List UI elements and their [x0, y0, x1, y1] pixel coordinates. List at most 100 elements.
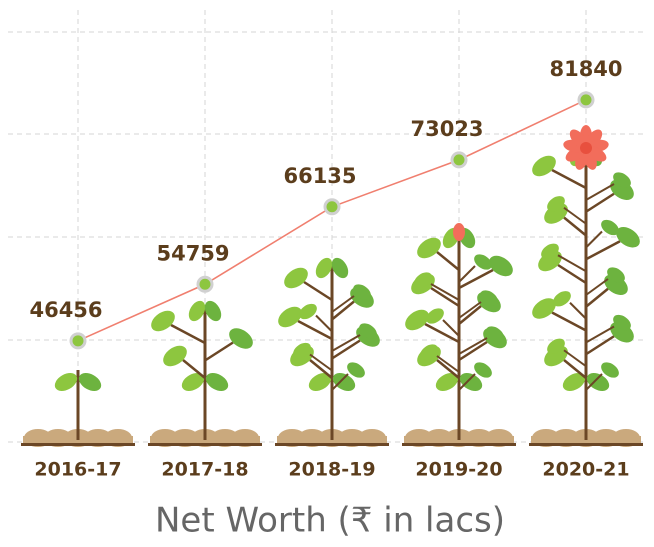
branch — [430, 283, 460, 301]
series: 46456 2016-17 54759 2017-18 66135 2018-19 7302… — [29, 57, 629, 481]
branch — [170, 323, 206, 345]
leaf — [163, 345, 187, 367]
branch — [563, 359, 587, 379]
branch — [557, 254, 587, 273]
ground-line — [402, 443, 516, 446]
x-tick-label: 2016-17 — [34, 459, 121, 481]
chart-title: Net Worth (₹ in lacs) — [155, 501, 505, 541]
leaf — [420, 344, 438, 360]
leaf — [459, 372, 483, 392]
leaf — [547, 196, 565, 212]
leaf — [151, 310, 175, 332]
branch — [458, 305, 482, 325]
branch — [331, 300, 355, 321]
branch — [551, 168, 587, 190]
leaf — [616, 227, 640, 248]
flower-center — [580, 142, 592, 154]
x-tick-label: 2020-21 — [542, 459, 629, 481]
branch — [585, 183, 615, 201]
branch — [563, 349, 587, 368]
branch — [303, 280, 333, 302]
branch — [331, 339, 361, 360]
leaf — [553, 291, 571, 307]
leaf — [417, 237, 441, 259]
branch — [458, 337, 488, 355]
x-tick-label: 2019-20 — [415, 459, 502, 481]
x-tick-label: 2018-19 — [288, 459, 375, 481]
leaf — [474, 362, 492, 378]
value-label: 81840 — [549, 57, 622, 81]
branch — [551, 311, 587, 332]
leaf — [284, 267, 308, 289]
branch — [309, 359, 333, 379]
ground-line — [21, 443, 135, 446]
branch — [585, 278, 609, 296]
leaf — [414, 272, 432, 288]
value-label: 73023 — [410, 117, 483, 141]
leaf — [331, 257, 349, 279]
value-label: 54759 — [156, 241, 229, 265]
leaf — [474, 254, 492, 270]
x-tick-label: 2017-18 — [161, 459, 248, 481]
branch — [458, 301, 482, 319]
branch — [297, 319, 333, 341]
leaf — [426, 308, 444, 324]
point — [323, 198, 341, 216]
point — [450, 151, 468, 169]
branch — [331, 334, 361, 352]
branch — [331, 295, 355, 313]
leaf — [54, 372, 78, 392]
branch — [436, 359, 460, 379]
leaf — [541, 243, 559, 259]
leaf — [278, 306, 302, 328]
leaf — [405, 309, 429, 331]
leaf — [332, 372, 356, 392]
branch — [585, 335, 615, 356]
leaf — [601, 362, 619, 378]
leaf — [204, 300, 222, 322]
leaf — [347, 362, 365, 378]
point — [69, 332, 87, 350]
point — [577, 91, 595, 109]
branch — [309, 353, 333, 372]
leaf — [532, 298, 556, 319]
value-label: 66135 — [283, 164, 356, 188]
leaf — [359, 323, 377, 339]
leaf — [78, 372, 102, 392]
bud — [453, 223, 465, 241]
branch — [331, 373, 349, 391]
leaf — [205, 372, 229, 392]
leaf — [435, 372, 459, 392]
leaf — [532, 155, 556, 177]
branch — [315, 314, 333, 333]
ground-line — [275, 443, 389, 446]
branch — [585, 325, 615, 344]
point — [196, 275, 214, 293]
leaf — [613, 172, 631, 188]
branch — [430, 286, 460, 308]
branch — [585, 287, 609, 308]
branch — [182, 359, 206, 379]
leaf — [188, 300, 206, 322]
leaf — [489, 255, 513, 277]
branch — [458, 373, 476, 391]
leaf — [480, 290, 498, 306]
leaf — [562, 372, 586, 392]
ground-line — [529, 443, 643, 446]
leaf — [181, 372, 205, 392]
branch — [458, 265, 476, 283]
leaf — [547, 338, 565, 354]
value-label: 46456 — [29, 298, 102, 322]
leaf — [308, 372, 332, 392]
branch — [458, 340, 488, 362]
branch — [458, 268, 494, 290]
leaf — [607, 267, 625, 283]
branch — [436, 251, 460, 271]
branch — [442, 319, 460, 337]
branch — [585, 192, 615, 213]
leaf — [315, 257, 333, 279]
leaf — [586, 372, 610, 392]
branch — [585, 240, 621, 261]
leaf — [293, 342, 311, 359]
